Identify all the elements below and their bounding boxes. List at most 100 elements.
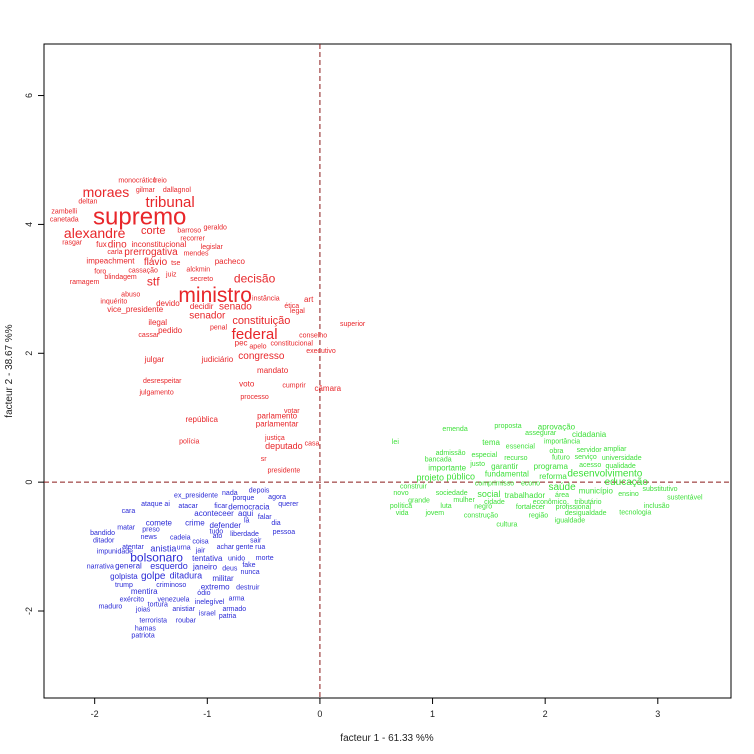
word-label: ataque ai — [141, 501, 170, 508]
word-label: fake — [242, 562, 255, 569]
word-label: mulher — [453, 497, 475, 504]
word-label: econômico — [533, 499, 567, 506]
word-label: cultura — [496, 522, 517, 529]
x-axis-label: facteur 1 - 61.33 %% — [340, 733, 433, 744]
word-label: pacheco — [215, 257, 246, 266]
word-label: senador — [189, 311, 226, 322]
word-label: falar — [258, 514, 272, 521]
word-label: mendes — [184, 250, 209, 257]
word-label: pec — [235, 339, 248, 348]
word-label: presidente — [268, 467, 301, 474]
word-label: esquerdo — [150, 561, 188, 571]
word-label: stf — [147, 275, 160, 289]
word-label: executivo — [306, 348, 336, 355]
word-label: tribunal — [146, 194, 195, 211]
word-label: qualidade — [605, 463, 635, 470]
word-label: congresso — [238, 351, 285, 362]
word-label: deltan — [78, 199, 97, 206]
word-label: zambelli — [51, 208, 77, 215]
word-label: gilmar — [136, 187, 156, 194]
word-label: obra — [549, 448, 563, 455]
word-label: dallagnol — [163, 187, 191, 194]
word-label: justo — [469, 461, 485, 468]
word-label: supremo — [93, 203, 186, 230]
word-label: vice_presidente — [107, 305, 164, 314]
word-label: freio — [153, 177, 167, 184]
word-label: secreto — [190, 276, 213, 283]
word-label: trabalhador — [505, 491, 546, 500]
word-label: geraldo — [204, 224, 227, 231]
word-label: achar — [217, 544, 235, 551]
word-label: dino — [108, 240, 127, 251]
word-label: legislar — [201, 244, 224, 251]
word-label: corte — [141, 225, 165, 237]
x-tick-label: 0 — [317, 709, 322, 719]
word-label: bandido — [90, 530, 115, 537]
word-label: mentira — [131, 587, 158, 596]
x-tick-label: 1 — [430, 709, 435, 719]
word-label: trump — [115, 582, 133, 589]
word-label: ato — [213, 533, 223, 540]
word-label: pessoa — [273, 529, 296, 536]
word-label: sustentável — [667, 494, 703, 501]
word-label: nunca — [241, 569, 260, 576]
word-label: luta — [440, 503, 451, 510]
word-label: parlamentar — [256, 419, 299, 428]
word-label: processo — [240, 394, 269, 401]
word-label: porque — [232, 495, 254, 502]
word-label: anistiar — [172, 606, 195, 613]
word-label: universidade — [602, 455, 642, 462]
word-label: ficar — [214, 503, 228, 510]
word-label: inquérito — [100, 299, 127, 306]
word-label: constituição — [232, 315, 290, 327]
word-label: igualdade — [555, 518, 585, 525]
word-label: julgamento — [138, 389, 173, 396]
word-label: projeto — [417, 473, 445, 483]
word-label: querer — [278, 501, 299, 508]
word-label: desenvolvimento — [567, 468, 642, 479]
word-label: crime — [185, 518, 205, 527]
word-label: tema — [482, 438, 500, 447]
word-label: cumprir — [282, 382, 306, 389]
word-label: emenda — [442, 426, 467, 433]
word-label: penal — [210, 324, 228, 331]
word-label: nada — [222, 490, 238, 497]
word-label: tudo — [210, 529, 224, 536]
word-label: prerrogativa — [124, 247, 178, 258]
word-label: atentar — [122, 544, 144, 551]
word-label: futuro — [552, 455, 570, 462]
word-label: hamas — [135, 625, 157, 632]
word-label: instância — [252, 295, 280, 302]
word-label: militar — [212, 574, 234, 583]
word-label: pedido — [158, 326, 183, 335]
word-label: jair — [195, 547, 206, 554]
word-label: joias — [135, 607, 151, 614]
word-label: tributário — [574, 499, 601, 506]
y-axis-label: facteur 2 - 38.67 %% — [4, 324, 15, 417]
word-label: comprimisso — [475, 480, 514, 487]
word-label: recurso — [504, 455, 527, 462]
word-label: arma — [229, 596, 245, 603]
word-label: canetada — [50, 217, 79, 224]
word-label: sr — [261, 456, 268, 463]
word-label: tecnologia — [619, 509, 651, 516]
word-label: construir — [400, 484, 428, 491]
word-label: polícia — [179, 438, 199, 445]
word-label: voto — [239, 379, 255, 388]
word-label: tortura — [148, 601, 168, 608]
word-label: bolsonaro — [130, 550, 183, 564]
word-label: ministro — [178, 284, 252, 307]
word-label: república — [185, 415, 218, 424]
word-label: news — [141, 534, 158, 541]
word-label: ensino — [618, 491, 639, 498]
x-tick-label: -1 — [203, 709, 211, 719]
word-label: ditador — [93, 538, 115, 545]
x-tick-label: 3 — [655, 709, 660, 719]
word-label: aconteceer — [194, 509, 234, 518]
word-label: comete — [146, 518, 173, 527]
word-label: venezuela — [158, 596, 190, 603]
y-tick-label: 0 — [24, 480, 34, 485]
word-label: exército — [120, 596, 145, 603]
